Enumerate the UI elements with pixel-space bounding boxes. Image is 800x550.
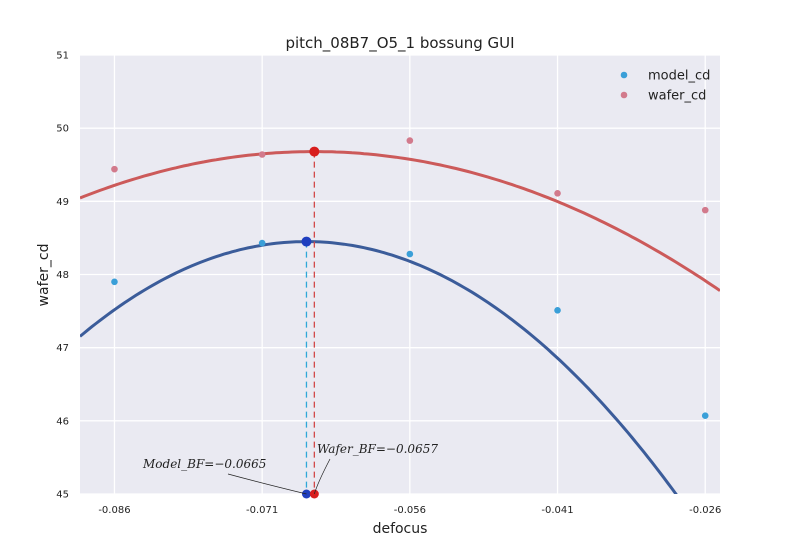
fit-curve-model_cd xyxy=(80,240,678,494)
y-ticks: 45 46 47 48 49 50 51 xyxy=(56,51,69,501)
point-model_cd xyxy=(111,278,118,286)
x-axis-label: defocus xyxy=(373,521,428,537)
legend-label-wafer_cd: wafer_cd xyxy=(648,89,706,104)
annotation-label: Wafer_BF=−0.0657 xyxy=(317,442,438,456)
point-wafer_cd xyxy=(258,151,266,158)
x-tick-label: -0.041 xyxy=(541,505,573,516)
best-focus-marker-model_cd xyxy=(301,236,312,247)
x-tick-label: -0.056 xyxy=(394,505,426,516)
y-axis-label: wafer_cd xyxy=(36,244,52,307)
point-model_cd xyxy=(258,239,266,247)
y-tick-label: 49 xyxy=(56,197,69,208)
y-tick-label: 48 xyxy=(56,270,69,281)
point-model_cd xyxy=(406,250,414,258)
data-points xyxy=(111,137,709,420)
annotation-arrow xyxy=(227,473,307,495)
x-tick-label: -0.026 xyxy=(689,505,721,516)
best-focus-marker-wafer_cd xyxy=(309,146,320,157)
point-wafer_cd xyxy=(701,206,709,214)
x-ticks: -0.086 -0.071 -0.056 -0.041 -0.026 xyxy=(98,505,721,516)
x-tick-label: -0.071 xyxy=(246,505,278,516)
fit-curves xyxy=(80,150,720,494)
annotation-label: Model_BF=−0.0665 xyxy=(142,457,266,471)
y-tick-label: 45 xyxy=(56,490,69,501)
x-tick-label: -0.086 xyxy=(98,505,130,516)
annotations: Model_BF=−0.0665 Wafer_BF=−0.0657 xyxy=(142,442,438,495)
point-model_cd xyxy=(701,412,709,420)
y-tick-label: 50 xyxy=(56,124,69,135)
grid xyxy=(80,54,720,495)
y-tick-label: 46 xyxy=(56,416,69,427)
point-wafer_cd xyxy=(554,189,561,197)
chart-title: pitch_08B7_O5_1 bossung GUI xyxy=(285,34,514,53)
best-focus-lines xyxy=(305,151,315,494)
annotation-arrow xyxy=(313,458,331,495)
legend: model_cd wafer_cd xyxy=(620,69,710,104)
y-tick-label: 51 xyxy=(56,51,69,62)
legend-marker-model_cd xyxy=(620,71,628,79)
fit-curve-wafer_cd xyxy=(80,150,720,292)
y-tick-label: 47 xyxy=(56,343,69,354)
point-model_cd xyxy=(554,307,561,314)
point-wafer_cd xyxy=(406,137,414,144)
legend-marker-wafer_cd xyxy=(620,91,628,99)
point-wafer_cd xyxy=(111,165,118,173)
legend-label-model_cd: model_cd xyxy=(648,69,710,84)
